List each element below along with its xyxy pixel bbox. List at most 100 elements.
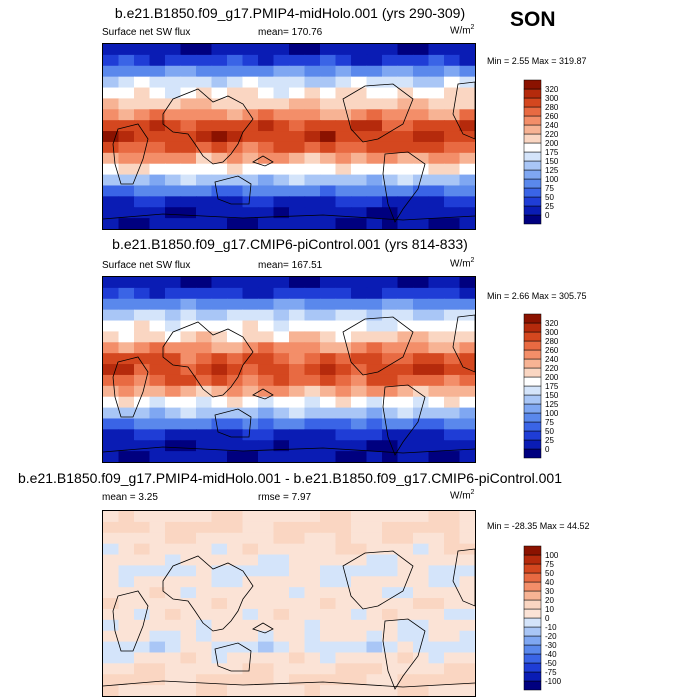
heatmap-cell	[227, 554, 244, 567]
heatmap-cell	[211, 587, 228, 599]
heatmap-cell	[258, 141, 275, 154]
heatmap-cell	[382, 532, 399, 545]
heatmap-cell	[444, 418, 461, 430]
heatmap-cell	[382, 287, 399, 300]
heatmap-cell	[304, 543, 321, 556]
colorbar-segment	[523, 115, 542, 126]
heatmap-cell	[397, 342, 414, 354]
heatmap-cell	[118, 277, 135, 289]
heatmap-cell	[242, 511, 259, 523]
heatmap-cell	[227, 641, 244, 654]
heatmap-cell	[320, 309, 337, 322]
heatmap-cell	[335, 185, 352, 197]
heatmap-cell	[444, 98, 461, 110]
heatmap-cell	[258, 218, 275, 229]
heatmap-cell	[382, 641, 399, 654]
heatmap-cell	[459, 163, 475, 176]
heatmap-cell	[103, 44, 120, 56]
heatmap-cell	[320, 543, 337, 556]
heatmap-cell	[428, 565, 445, 577]
heatmap-cell	[134, 120, 151, 132]
heatmap-cell	[118, 298, 135, 311]
heatmap-cell	[196, 287, 213, 300]
heatmap-cell	[103, 109, 120, 121]
coastline	[103, 446, 475, 454]
heatmap-cell	[459, 554, 475, 567]
heatmap-cell	[211, 543, 228, 556]
heatmap-cell	[366, 641, 383, 654]
heatmap-cell	[180, 98, 197, 110]
heatmap-cell	[320, 663, 337, 675]
heatmap-cell	[335, 521, 352, 534]
heatmap-cell	[366, 342, 383, 354]
heatmap-cell	[134, 98, 151, 110]
colorbar-segment	[523, 403, 542, 414]
heatmap-cell	[428, 44, 445, 56]
heatmap-cell	[180, 630, 197, 643]
heatmap-cell	[149, 364, 166, 376]
heatmap-cell	[413, 298, 430, 311]
heatmap-cell	[289, 543, 306, 556]
heatmap-cell	[444, 407, 461, 420]
heatmap-cell	[134, 54, 151, 67]
heatmap-cell	[413, 511, 430, 523]
heatmap-cell	[211, 418, 228, 430]
colorbar-segment	[523, 599, 542, 610]
heatmap-cell	[149, 587, 166, 599]
heatmap-cell	[258, 576, 275, 588]
heatmap-cell	[211, 65, 228, 78]
colorbar-tick-label: -10	[545, 623, 557, 632]
heatmap-cell	[242, 587, 259, 599]
heatmap-cell	[149, 65, 166, 78]
heatmap-cell	[413, 76, 430, 89]
heatmap-cell	[289, 532, 306, 545]
heatmap-cell	[134, 320, 151, 333]
heatmap-cell	[103, 152, 120, 165]
heatmap-cell	[366, 120, 383, 132]
heatmap-cell	[165, 440, 182, 452]
heatmap-cell	[366, 630, 383, 643]
heatmap-cell	[103, 652, 120, 664]
colorbar-segment	[523, 581, 542, 592]
heatmap-cell	[459, 451, 475, 462]
heatmap-cell	[320, 511, 337, 523]
coastline	[452, 548, 475, 607]
heatmap-cell	[242, 331, 259, 343]
heatmap-cell	[227, 451, 244, 462]
heatmap-cell	[149, 619, 166, 632]
heatmap-cell	[289, 320, 306, 333]
heatmap-cell	[165, 608, 182, 621]
heatmap-cell	[118, 608, 135, 621]
heatmap-cell	[180, 76, 197, 89]
heatmap-cell	[211, 353, 228, 365]
heatmap-cell	[397, 218, 414, 229]
heatmap-cell	[273, 630, 290, 643]
heatmap-cell	[103, 120, 120, 132]
heatmap-cell	[351, 554, 368, 567]
colorbar-tick-label: 0	[545, 211, 550, 220]
heatmap-cell	[273, 587, 290, 599]
colorbar-segment	[523, 169, 542, 180]
heatmap-cell	[180, 543, 197, 556]
colorbar-tick-label: 150	[545, 157, 559, 166]
heatmap-cell	[211, 196, 228, 208]
heatmap-cell	[382, 109, 399, 121]
heatmap-cell	[459, 120, 475, 132]
heatmap-cell	[459, 185, 475, 197]
heatmap-cell	[444, 76, 461, 89]
heatmap-cell	[335, 619, 352, 632]
heatmap-cell	[397, 608, 414, 621]
heatmap-cell	[134, 641, 151, 654]
heatmap-cell	[149, 152, 166, 165]
heatmap-cell	[459, 309, 475, 322]
heatmap-cell	[366, 396, 383, 409]
heatmap-cell	[413, 87, 430, 100]
colorbar-tick-label: -20	[545, 632, 557, 641]
heatmap-cell	[258, 543, 275, 556]
heatmap-cell	[428, 141, 445, 154]
heatmap-cell	[180, 298, 197, 311]
colorbar-tick-label: 125	[545, 166, 559, 175]
heatmap-cell	[134, 521, 151, 534]
heatmap-cell	[211, 630, 228, 643]
heatmap-cell	[366, 521, 383, 534]
